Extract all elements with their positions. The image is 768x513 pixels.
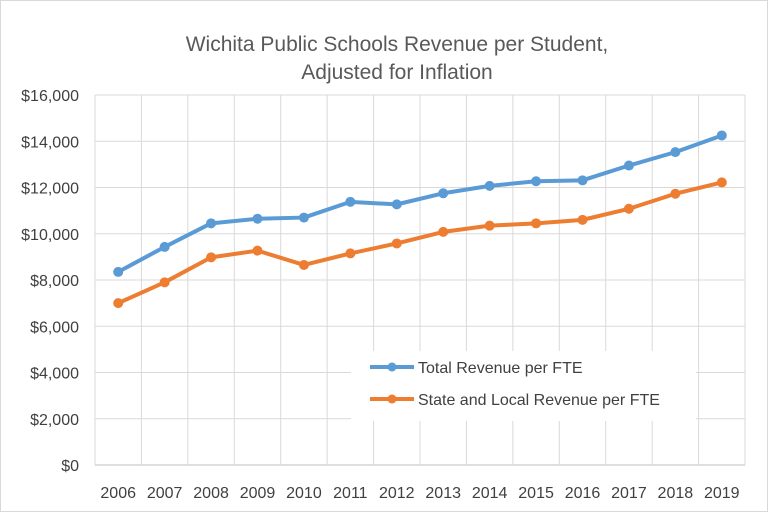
legend-marker-state-local [387, 394, 397, 404]
data-point [206, 252, 217, 263]
x-tick-label: 2006 [100, 485, 136, 502]
x-tick-label: 2014 [472, 485, 508, 502]
data-point [113, 298, 124, 309]
data-point [391, 238, 402, 249]
x-tick-label: 2007 [147, 485, 183, 502]
data-point [623, 203, 634, 214]
y-tick-label: $6,000 [30, 319, 79, 336]
data-point [252, 213, 263, 224]
series-line [117, 180, 723, 305]
x-tick-label: 2018 [658, 485, 694, 502]
data-point [113, 266, 124, 277]
chart-title-line-1: Wichita Public Schools Revenue per Stude… [186, 33, 609, 56]
data-point [577, 175, 588, 186]
data-point [252, 245, 263, 256]
data-point [206, 218, 217, 229]
series-state-local-revenue [113, 177, 727, 309]
y-axis-tick-labels: $0 $2,000 $4,000 $6,000 $8,000 $10,000 $12,000… [21, 88, 79, 475]
data-point [159, 277, 170, 288]
data-point [577, 214, 588, 225]
data-point [670, 188, 681, 199]
data-point [345, 196, 356, 207]
data-point [623, 160, 634, 171]
y-tick-label: $12,000 [21, 181, 79, 198]
x-tick-label: 2016 [565, 485, 601, 502]
legend-label-total: Total Revenue per FTE [418, 360, 583, 377]
y-tick-label: $8,000 [30, 273, 79, 290]
x-tick-label: 2008 [193, 485, 229, 502]
data-point [484, 180, 495, 191]
chart-title: Wichita Public Schools Revenue per Stude… [186, 33, 609, 84]
data-point [298, 212, 309, 223]
x-tick-label: 2015 [518, 485, 554, 502]
data-point [438, 188, 449, 199]
data-point [159, 241, 170, 252]
x-tick-label: 2011 [333, 485, 368, 502]
data-point [391, 199, 402, 210]
series-total-revenue [113, 130, 727, 277]
data-point [670, 147, 681, 158]
x-tick-label: 2013 [425, 485, 461, 502]
data-point [438, 226, 449, 237]
y-tick-label: $16,000 [21, 88, 79, 105]
data-point [716, 130, 727, 141]
x-tick-label: 2019 [704, 485, 740, 502]
x-tick-label: 2010 [286, 485, 322, 502]
x-tick-label: 2009 [240, 485, 276, 502]
legend: Total Revenue per FTE State and Local Re… [351, 351, 696, 421]
legend-marker-total [387, 362, 397, 372]
data-point [345, 248, 356, 259]
y-tick-label: $10,000 [21, 227, 79, 244]
data-point [484, 220, 495, 231]
series-line [117, 133, 723, 274]
y-tick-label: $2,000 [30, 412, 79, 429]
data-point [298, 259, 309, 270]
data-point [531, 218, 542, 229]
x-axis-tick-labels: 2006 2007 2008 2009 2010 2011 2012 2013 2014 2015… [100, 485, 739, 502]
x-tick-label: 2012 [379, 485, 415, 502]
y-tick-label: $14,000 [21, 134, 79, 151]
y-tick-label: $4,000 [30, 366, 79, 383]
x-tick-label: 2017 [611, 485, 647, 502]
y-tick-label: $0 [61, 458, 79, 475]
data-point [531, 176, 542, 187]
data-point [716, 177, 727, 188]
chart-title-line-2: Adjusted for Inflation [301, 61, 492, 84]
series-group [113, 130, 727, 309]
legend-background [351, 351, 696, 421]
legend-label-state-local: State and Local Revenue per FTE [418, 392, 660, 409]
